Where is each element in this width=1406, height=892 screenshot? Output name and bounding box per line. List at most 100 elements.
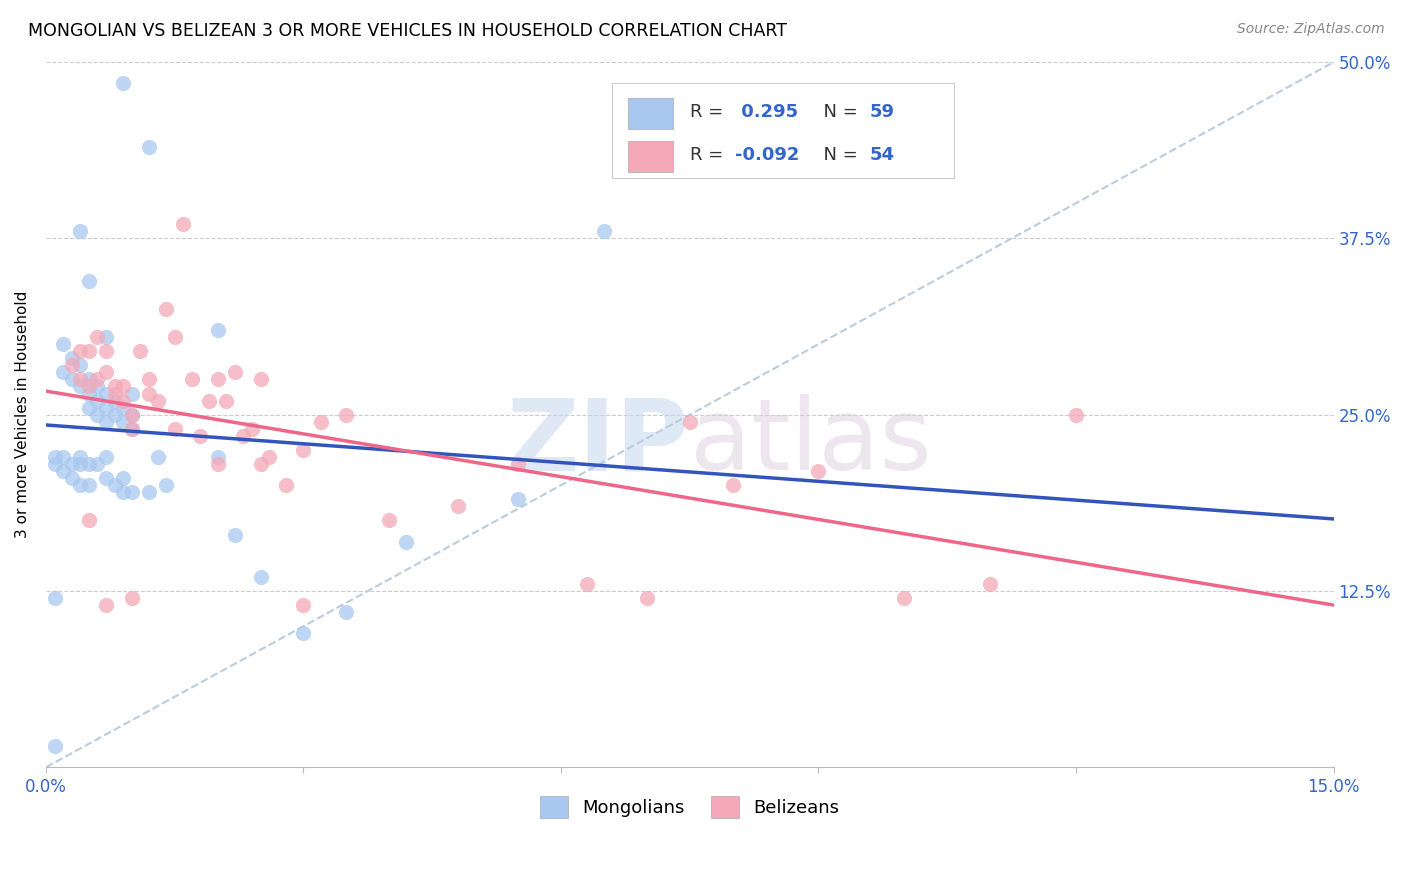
Point: [172, 217, 194, 231]
Point: [121, 591, 143, 605]
Point: [69, 372, 91, 386]
Point: [224, 527, 246, 541]
Point: [44, 739, 66, 753]
Point: [94, 344, 117, 359]
Point: [207, 450, 229, 464]
Point: [292, 442, 315, 457]
Point: [104, 408, 127, 422]
Point: [69, 478, 91, 492]
Point: [77, 478, 100, 492]
Point: [77, 513, 100, 527]
Point: [86, 330, 108, 344]
Point: [378, 513, 401, 527]
Point: [69, 379, 91, 393]
Point: [180, 372, 202, 386]
Text: N =: N =: [813, 145, 863, 164]
Point: [807, 464, 830, 478]
Point: [636, 591, 658, 605]
Text: ZIP: ZIP: [508, 394, 690, 491]
Point: [979, 577, 1001, 591]
FancyBboxPatch shape: [628, 98, 673, 129]
Point: [593, 224, 616, 238]
Point: [163, 330, 186, 344]
Point: [506, 457, 529, 471]
Point: [69, 344, 91, 359]
Point: [257, 450, 280, 464]
Point: [77, 386, 100, 401]
Point: [447, 500, 470, 514]
Point: [395, 534, 418, 549]
Point: [52, 450, 75, 464]
Text: R =: R =: [690, 103, 728, 120]
Point: [77, 372, 100, 386]
Point: [335, 408, 357, 422]
Point: [94, 471, 117, 485]
Point: [69, 450, 91, 464]
Point: [112, 401, 135, 415]
Point: [86, 393, 108, 408]
Point: [104, 379, 127, 393]
Point: [249, 372, 271, 386]
Legend: Mongolians, Belizeans: Mongolians, Belizeans: [533, 789, 846, 825]
Point: [94, 386, 117, 401]
Text: 0.295: 0.295: [735, 103, 799, 120]
Point: [121, 408, 143, 422]
Point: [112, 379, 135, 393]
FancyBboxPatch shape: [628, 141, 673, 172]
Point: [69, 457, 91, 471]
Point: [112, 471, 135, 485]
FancyBboxPatch shape: [613, 83, 953, 178]
Point: [575, 577, 598, 591]
Point: [94, 415, 117, 429]
Point: [190, 429, 212, 443]
Point: [77, 379, 100, 393]
Text: MONGOLIAN VS BELIZEAN 3 OR MORE VEHICLES IN HOUSEHOLD CORRELATION CHART: MONGOLIAN VS BELIZEAN 3 OR MORE VEHICLES…: [28, 22, 787, 40]
Point: [121, 386, 143, 401]
Point: [77, 274, 100, 288]
Point: [224, 365, 246, 379]
Point: [69, 224, 91, 238]
Text: R =: R =: [690, 145, 728, 164]
Text: 59: 59: [870, 103, 896, 120]
Text: atlas: atlas: [690, 394, 931, 491]
Point: [86, 408, 108, 422]
Point: [276, 478, 298, 492]
Point: [86, 379, 108, 393]
Point: [52, 365, 75, 379]
Point: [60, 471, 83, 485]
Point: [129, 344, 152, 359]
Point: [60, 372, 83, 386]
Y-axis label: 3 or more Vehicles in Household: 3 or more Vehicles in Household: [15, 291, 30, 539]
Point: [232, 429, 254, 443]
Point: [69, 359, 91, 373]
Point: [112, 415, 135, 429]
Point: [94, 450, 117, 464]
Point: [112, 393, 135, 408]
Point: [292, 598, 315, 612]
Point: [60, 457, 83, 471]
Point: [309, 415, 332, 429]
Text: 54: 54: [870, 145, 896, 164]
Point: [77, 344, 100, 359]
Point: [249, 457, 271, 471]
Point: [249, 570, 271, 584]
Point: [44, 450, 66, 464]
Point: [163, 422, 186, 436]
Point: [60, 351, 83, 366]
Point: [94, 330, 117, 344]
Point: [207, 457, 229, 471]
Point: [94, 598, 117, 612]
Point: [138, 485, 160, 500]
Point: [104, 478, 127, 492]
Point: [112, 76, 135, 90]
Point: [138, 386, 160, 401]
Text: Source: ZipAtlas.com: Source: ZipAtlas.com: [1237, 22, 1385, 37]
Point: [52, 337, 75, 351]
Point: [893, 591, 915, 605]
Point: [121, 422, 143, 436]
Point: [207, 372, 229, 386]
Point: [146, 450, 169, 464]
Point: [1064, 408, 1087, 422]
Point: [146, 393, 169, 408]
Point: [138, 372, 160, 386]
